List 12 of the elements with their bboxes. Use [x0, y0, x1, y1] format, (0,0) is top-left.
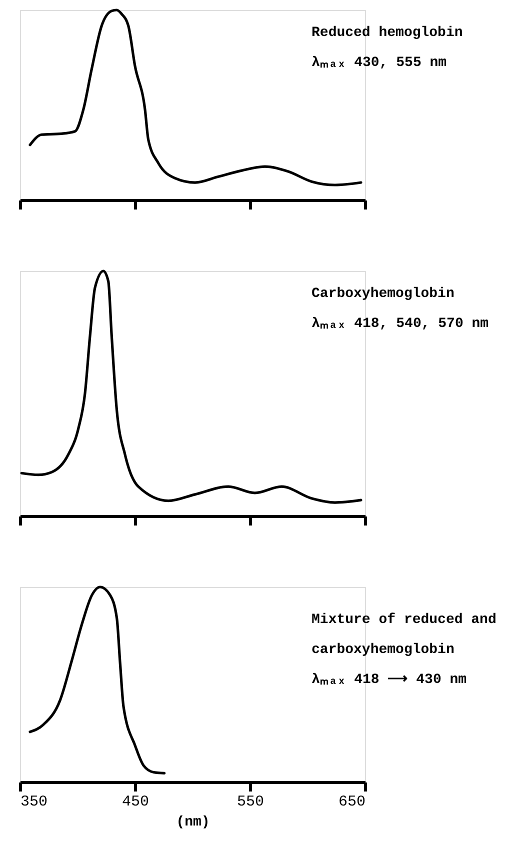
- annotation: λₘₐₓ 418 ⟶ 430 nm: [312, 672, 467, 688]
- annotation: Reduced hemoglobin: [312, 25, 463, 41]
- annotation: Carboxyhemoglobin: [312, 286, 454, 302]
- annotation: λₘₐₓ 418, 540, 570 nm: [312, 316, 489, 332]
- x-tick-label: 650: [338, 794, 366, 810]
- annotation: carboxyhemoglobin: [312, 642, 454, 658]
- x-tick-label: 350: [20, 794, 48, 810]
- x-axis-title: (nm): [176, 814, 210, 830]
- x-tick-label: 450: [122, 794, 150, 810]
- x-tick-label: 550: [236, 794, 264, 810]
- annotation: Mixture of reduced and: [312, 612, 496, 628]
- annotation: λₘₐₓ 430, 555 nm: [312, 55, 447, 71]
